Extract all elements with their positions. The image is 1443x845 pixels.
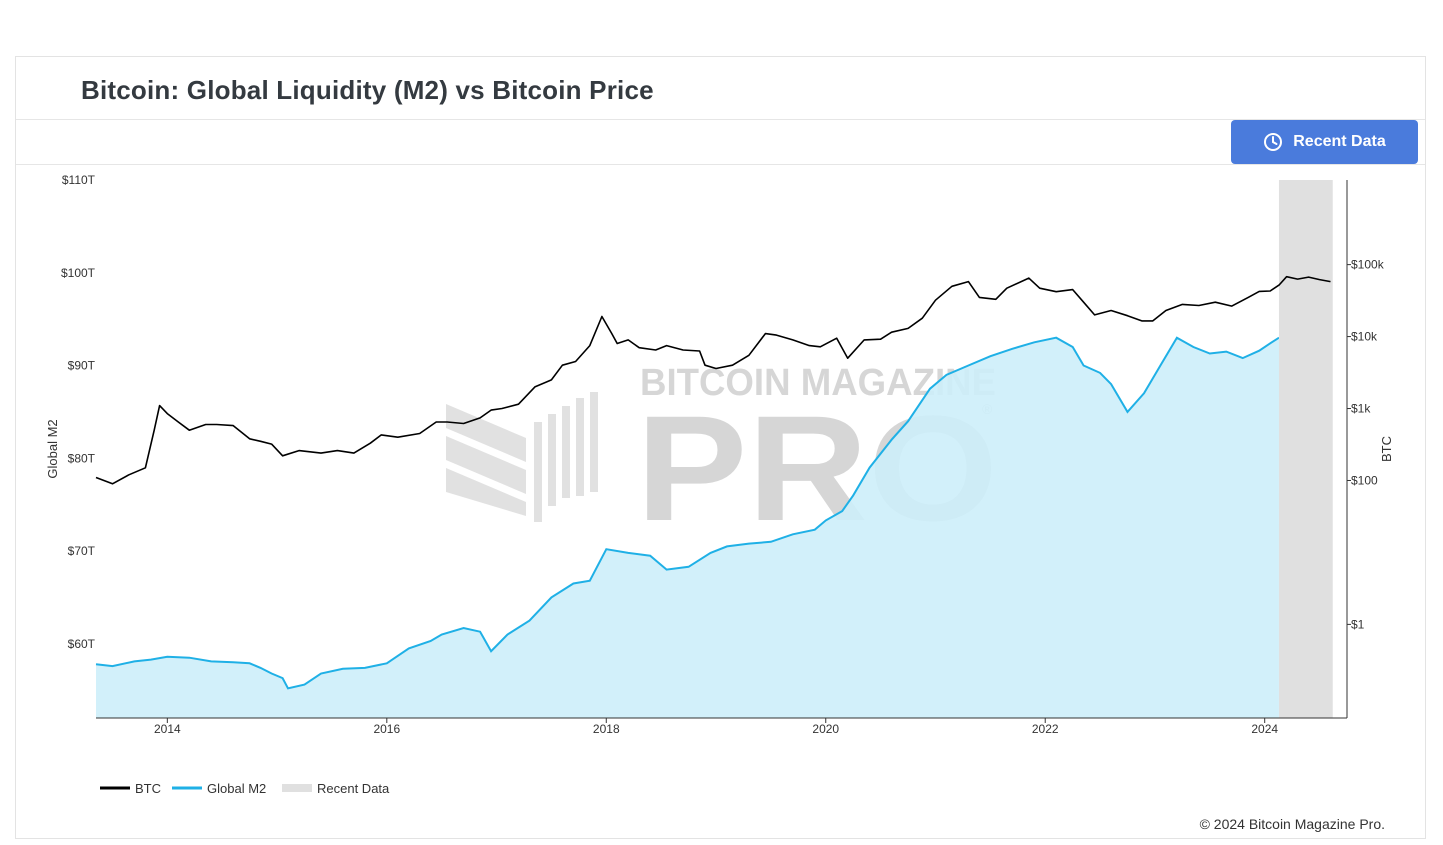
recent-data-band: [1278, 180, 1333, 718]
watermark-logo-icon: [446, 392, 598, 522]
x-tick-label: 2022: [1032, 722, 1059, 736]
right-tick-label: $10k: [1351, 330, 1378, 344]
legend-label: BTC: [135, 781, 161, 796]
x-tick-label: 2018: [593, 722, 620, 736]
left-tick-label: $90T: [68, 359, 96, 373]
right-tick-label: $1: [1351, 617, 1365, 631]
legend-label: Global M2: [207, 781, 266, 796]
btc-line: [95, 275, 1331, 485]
m2-area: [96, 337, 1279, 718]
left-tick-label: $70T: [68, 544, 96, 558]
clock-icon: [1264, 133, 1283, 151]
x-tick-label: 2014: [154, 722, 181, 736]
x-tick-label: 2020: [812, 722, 839, 736]
legend-label: Recent Data: [317, 781, 390, 796]
right-tick-label: $1k: [1351, 402, 1371, 416]
x-tick-label: 2024: [1251, 722, 1278, 736]
recent-data-button-label: Recent Data: [1293, 133, 1386, 150]
right-tick-label: $100: [1351, 473, 1378, 487]
recent-data-button[interactable]: Recent Data: [1231, 120, 1418, 164]
right-axis-title: BTC: [1379, 436, 1394, 462]
chart-title: Bitcoin: Global Liquidity (M2) vs Bitcoi…: [81, 75, 654, 105]
right-tick-label: $100k: [1351, 258, 1385, 272]
x-tick-label: 2016: [373, 722, 400, 736]
chart-toolbar: Recent Data: [16, 120, 1425, 165]
copyright: © 2024 Bitcoin Magazine Pro.: [1199, 816, 1385, 832]
left-tick-label: $80T: [68, 451, 96, 465]
left-axis-title: Global M2: [45, 419, 60, 478]
left-tick-label: $60T: [68, 637, 96, 651]
title-bar: Bitcoin: Global Liquidity (M2) vs Bitcoi…: [16, 57, 1425, 120]
m2-line: [95, 336, 1280, 690]
left-tick-label: $100T: [61, 266, 96, 280]
left-tick-label: $110T: [62, 173, 96, 187]
